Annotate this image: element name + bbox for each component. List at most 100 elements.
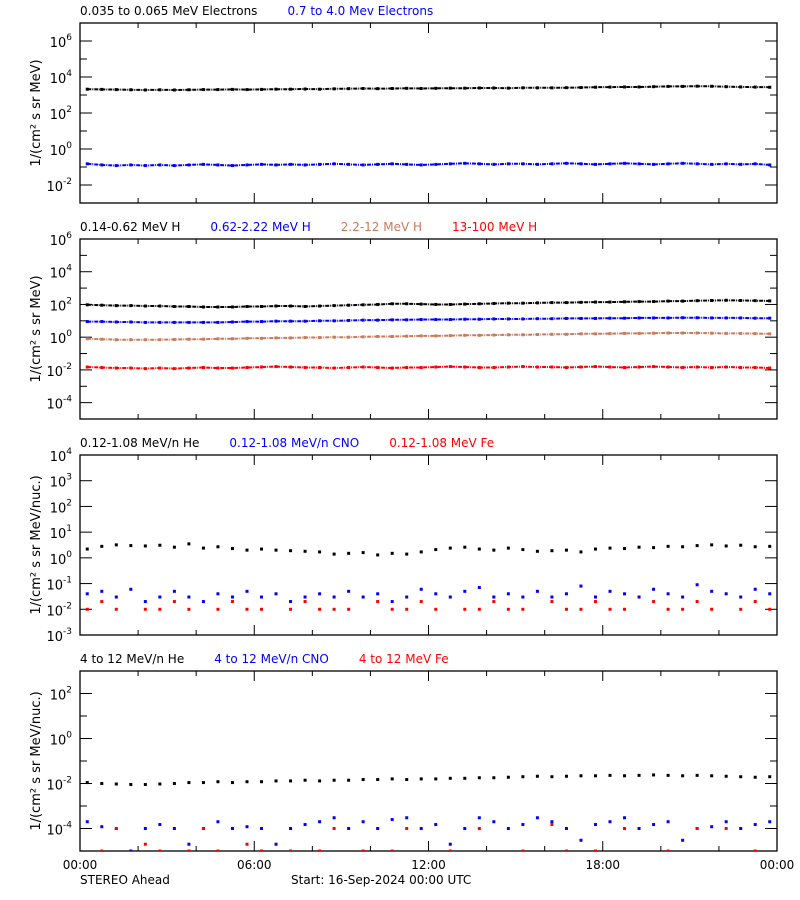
data-point <box>347 551 351 555</box>
data-point <box>506 162 510 166</box>
data-point <box>260 320 264 324</box>
data-point <box>623 816 627 820</box>
panel-2: 106 104 102 100 10-2 10-41/(cm² s sr MeV) <box>29 231 778 420</box>
data-point <box>347 335 351 339</box>
data-point <box>289 162 293 166</box>
data-point <box>172 827 176 830</box>
plot-frame <box>79 670 778 852</box>
data-point <box>260 780 264 784</box>
data-point <box>361 595 365 599</box>
data-point <box>753 849 757 851</box>
data-point <box>434 607 438 611</box>
data-point <box>158 320 162 324</box>
data-point <box>274 365 278 369</box>
data-point <box>114 595 118 599</box>
y-tick-label: 101 <box>50 524 72 542</box>
data-point <box>652 300 656 304</box>
data-point <box>521 333 525 337</box>
data-point <box>376 366 380 370</box>
data-point <box>492 86 496 90</box>
data-point <box>187 595 191 599</box>
data-point <box>245 336 249 340</box>
data-point <box>172 304 176 308</box>
data-point <box>85 162 89 166</box>
data-point <box>100 320 104 324</box>
data-point <box>274 319 278 323</box>
data-point <box>289 600 293 604</box>
data-point <box>550 162 554 166</box>
data-point <box>390 318 394 322</box>
data-point <box>753 775 757 779</box>
data-point <box>710 298 714 302</box>
data-point <box>608 607 612 611</box>
data-point <box>710 607 714 611</box>
legend-entry: 4 to 12 MeV Fe <box>358 652 449 666</box>
legend: 4 to 12 MeV/n He 4 to 12 MeV/n CNO 4 to 12… <box>80 652 479 666</box>
data-point <box>608 589 612 593</box>
data-point <box>347 778 351 782</box>
data-point <box>216 337 220 341</box>
data-point <box>143 88 147 92</box>
data-point <box>652 773 656 777</box>
data-point <box>492 776 496 780</box>
data-point <box>187 849 191 851</box>
data-point <box>419 318 423 322</box>
data-point <box>448 334 452 338</box>
spacecraft-label: STEREO Ahead <box>80 873 170 887</box>
data-point <box>535 774 539 778</box>
y-tick-label: 100 <box>50 141 73 159</box>
data-point <box>172 589 176 593</box>
data-point <box>579 584 583 588</box>
data-point <box>724 827 728 830</box>
data-point <box>143 164 147 168</box>
data-point <box>477 816 481 820</box>
data-point <box>477 827 481 830</box>
data-point <box>347 589 351 593</box>
data-point <box>434 302 438 306</box>
data-point <box>710 589 714 593</box>
data-point <box>695 299 699 303</box>
data-point <box>361 778 365 782</box>
data-point <box>114 304 118 308</box>
data-point <box>114 607 118 611</box>
data-point <box>332 304 336 308</box>
data-point <box>143 320 147 324</box>
data-point <box>361 849 365 851</box>
data-point <box>652 546 656 550</box>
data-point <box>143 338 147 342</box>
data-point <box>550 317 554 321</box>
data-point <box>245 780 249 784</box>
data-point <box>768 592 772 596</box>
data-point <box>739 543 743 547</box>
data-point <box>695 84 699 88</box>
data-point <box>390 366 394 370</box>
data-point <box>724 820 728 824</box>
legend-entry: 13-100 MeV H <box>452 220 538 234</box>
data-point <box>289 336 293 340</box>
series-0-12-1-08-mev-fe <box>85 600 772 611</box>
series-line <box>87 162 770 167</box>
data-point <box>710 316 714 320</box>
data-point <box>303 600 307 604</box>
data-point <box>739 162 743 166</box>
data-point <box>666 316 670 320</box>
data-point <box>318 820 322 824</box>
data-point <box>666 84 670 88</box>
data-point <box>623 547 627 551</box>
data-point <box>448 302 452 306</box>
data-point <box>158 607 162 611</box>
data-point <box>550 365 554 369</box>
data-point <box>753 823 757 827</box>
data-point <box>114 88 118 92</box>
data-point <box>768 820 772 824</box>
data-point <box>710 543 714 547</box>
data-point <box>216 820 220 824</box>
data-point <box>710 774 714 778</box>
data-point <box>477 333 481 337</box>
data-point <box>100 544 104 548</box>
data-point <box>593 823 597 827</box>
data-point <box>303 319 307 323</box>
data-point <box>768 85 772 89</box>
panel-3: 104 103 102 101 100 10-1 10-2 10-31/(cm² s sr M… <box>29 447 778 645</box>
